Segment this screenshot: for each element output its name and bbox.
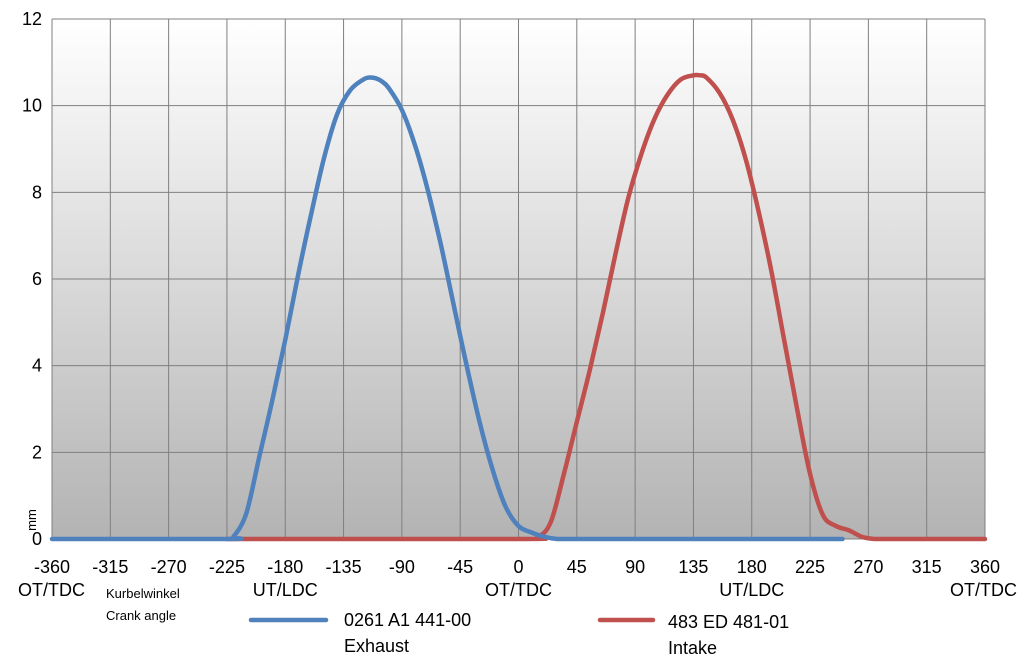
- x-tick-label: -360: [34, 557, 70, 577]
- x-tick-label: 45: [567, 557, 587, 577]
- y-tick-label: 10: [22, 96, 42, 116]
- x-tick-label: 225: [795, 557, 825, 577]
- x-tick-label: 180: [737, 557, 767, 577]
- x-axis: -360 -315 -270 -225 -180 -135 -90 -45 0 45 90 135 18…: [34, 557, 1000, 577]
- x-tick-label: 270: [853, 557, 883, 577]
- x-tick-label: -90: [389, 557, 415, 577]
- y-tick-label: 0: [32, 529, 42, 549]
- grid-lines: [51, 18, 986, 540]
- x-tick-label: -225: [209, 557, 245, 577]
- x-tick-label: -180: [267, 557, 303, 577]
- x-annotation-label: UT/LDC: [253, 580, 318, 600]
- y-tick-label: 2: [32, 442, 42, 462]
- x-tick-label: -270: [151, 557, 187, 577]
- legend: 0261 A1 441-00 Exhaust 483 ED 481-01 Int…: [248, 610, 789, 658]
- y-tick-label: 4: [32, 356, 42, 376]
- x-tick-label: -135: [326, 557, 362, 577]
- x-tick-label: -315: [92, 557, 128, 577]
- x-tick-label: 135: [678, 557, 708, 577]
- legend-label-intake: 483 ED 481-01: [668, 612, 789, 632]
- y-axis: 0 2 4 6 8 10 12: [22, 9, 42, 549]
- y-tick-label: 8: [32, 182, 42, 202]
- series-layer: [49, 72, 988, 542]
- x-axis-label-sub: Crank angle: [106, 608, 176, 623]
- y-axis-label: mm: [24, 509, 39, 531]
- legend-label-exhaust-sub: Exhaust: [344, 636, 409, 656]
- legend-label-exhaust: 0261 A1 441-00: [344, 610, 471, 630]
- x-annotation-label: OT/TDC: [485, 580, 552, 600]
- y-tick-label: 6: [32, 269, 42, 289]
- x-tick-label: -45: [447, 557, 473, 577]
- x-tick-label: 315: [912, 557, 942, 577]
- x-axis-annotations: OT/TDC UT/LDC OT/TDC UT/LDC OT/TDC: [18, 580, 1017, 600]
- x-tick-label: 0: [513, 557, 523, 577]
- series-line-exhaust: [49, 75, 845, 542]
- x-annotation-label: OT/TDC: [950, 580, 1017, 600]
- y-tick-label: 12: [22, 9, 42, 29]
- x-annotation-label: OT/TDC: [18, 580, 85, 600]
- x-tick-label: 90: [625, 557, 645, 577]
- series-line-intake: [224, 72, 988, 542]
- x-tick-label: 360: [970, 557, 1000, 577]
- legend-label-intake-sub: Intake: [668, 638, 717, 658]
- x-axis-label: Kurbelwinkel: [106, 586, 180, 601]
- x-annotation-label: UT/LDC: [719, 580, 784, 600]
